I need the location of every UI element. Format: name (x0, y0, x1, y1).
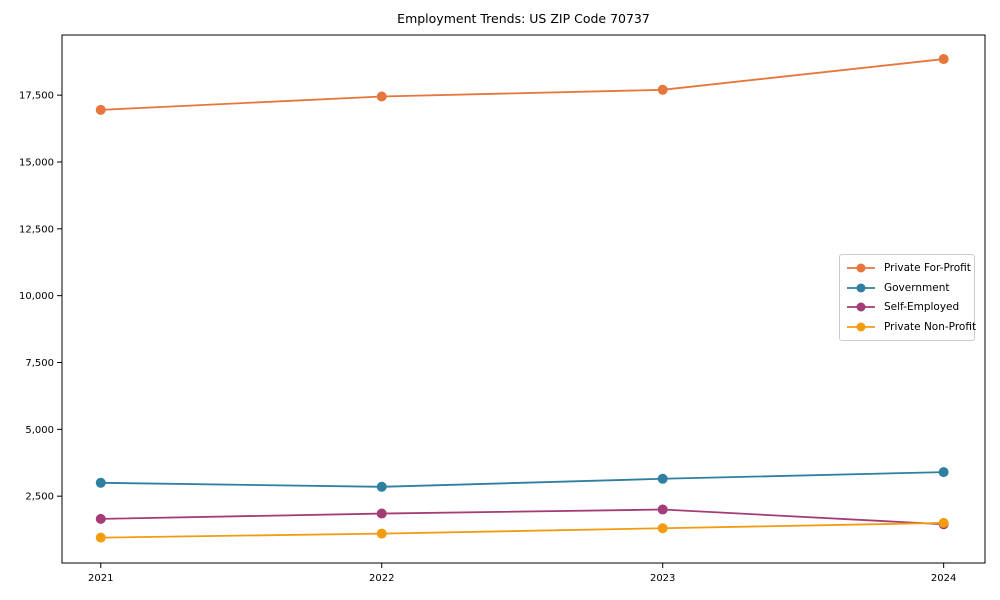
data-point (657, 473, 668, 484)
series-line-2 (100, 508, 944, 526)
data-point (95, 104, 106, 115)
data-point (938, 54, 949, 65)
x-axis-tick-label: 2022 (369, 573, 394, 584)
legend-marker-icon (847, 322, 875, 332)
legend-entry: Private For-Profit (840, 262, 974, 274)
data-point (95, 532, 106, 543)
y-axis-tick-label: 5,000 (25, 425, 54, 436)
legend-label: Private Non-Profit (884, 320, 977, 333)
y-axis-tick-label: 10,000 (19, 291, 54, 302)
data-point (376, 481, 387, 492)
plot-frame (61, 34, 986, 564)
data-point (95, 513, 106, 524)
legend-entry: Self-Employed (840, 301, 974, 313)
x-axis-tick-label: 2023 (650, 573, 675, 584)
data-point (376, 508, 387, 519)
x-axis-tick-label: 2024 (931, 573, 956, 584)
data-point (657, 523, 668, 534)
x-axis-tick-label: 2021 (88, 573, 113, 584)
series-line-3 (100, 521, 944, 539)
data-point (657, 84, 668, 95)
data-point (938, 467, 949, 478)
y-axis-tick-label: 17,500 (19, 91, 54, 102)
y-axis-tick-label: 12,500 (19, 224, 54, 235)
legend-label: Government (884, 281, 950, 294)
chart-title: Employment Trends: US ZIP Code 70737 (397, 11, 650, 26)
legend-label: Self-Employed (884, 301, 960, 314)
data-point (938, 517, 949, 528)
legend-marker-icon (847, 283, 875, 293)
y-axis-tick-label: 15,000 (19, 157, 54, 168)
series-line-1 (100, 471, 944, 488)
legend-label: Private For-Profit (884, 262, 971, 275)
legend-entry: Government (840, 282, 974, 294)
data-point (376, 528, 387, 539)
data-point (657, 504, 668, 515)
legend: Private For-Profit Government Self-Employe… (839, 254, 977, 341)
data-point (376, 91, 387, 102)
legend-marker-icon (847, 263, 875, 273)
y-axis-tick-label: 7,500 (25, 358, 54, 369)
y-axis-tick-label: 2,500 (25, 492, 54, 503)
legend-marker-icon (847, 302, 875, 312)
data-point (95, 477, 106, 488)
legend-entry: Private Non-Profit (840, 320, 977, 333)
series-line-0 (100, 58, 944, 111)
